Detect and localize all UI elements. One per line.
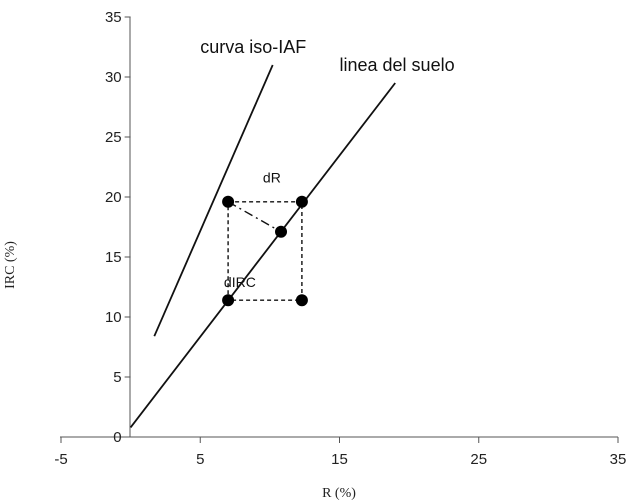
y-tick-label: 15: [105, 249, 122, 266]
y-tick-label: 0: [113, 429, 121, 446]
points-layer: [222, 195, 308, 307]
y-axis-title: IRC (%): [3, 241, 18, 289]
series-line-diag: [227, 201, 282, 233]
series-line-box: [227, 201, 303, 301]
x-tick-label: 5: [196, 451, 204, 468]
data-point: [222, 195, 235, 208]
annotations: curva iso-IAF linea del suelo dR dIRC: [200, 37, 454, 290]
series-line-iso: [153, 64, 274, 337]
x-tick-label: 25: [470, 451, 487, 468]
y-tick-label: 10: [105, 309, 122, 326]
y-tick-label: 25: [105, 129, 122, 146]
x-tick-label: 15: [331, 451, 348, 468]
x-tick-label: 35: [610, 451, 627, 468]
annotation-linea: linea del suelo: [340, 55, 455, 75]
y-tick-label: 20: [105, 189, 122, 206]
data-point: [295, 294, 308, 307]
axes: [60, 17, 618, 438]
annotation-dr: dR: [263, 170, 281, 186]
annotation-dirc: dIRC: [224, 274, 256, 290]
data-point: [295, 195, 308, 208]
x-ticks: -5 5 15 25 35: [54, 437, 626, 468]
series-layer: [129, 64, 396, 428]
series-line-soil: [129, 82, 396, 428]
data-point: [222, 294, 235, 307]
y-tick-label: 30: [105, 69, 122, 86]
annotation-curva: curva iso-IAF: [200, 37, 306, 57]
x-tick-label: -5: [54, 451, 67, 468]
x-axis-title: R (%): [322, 486, 356, 501]
y-ticks: 0 5 10 15 20 25 30 35: [105, 9, 131, 446]
y-tick-label: 5: [113, 369, 121, 386]
y-tick-label: 35: [105, 9, 122, 26]
data-point: [275, 225, 288, 238]
